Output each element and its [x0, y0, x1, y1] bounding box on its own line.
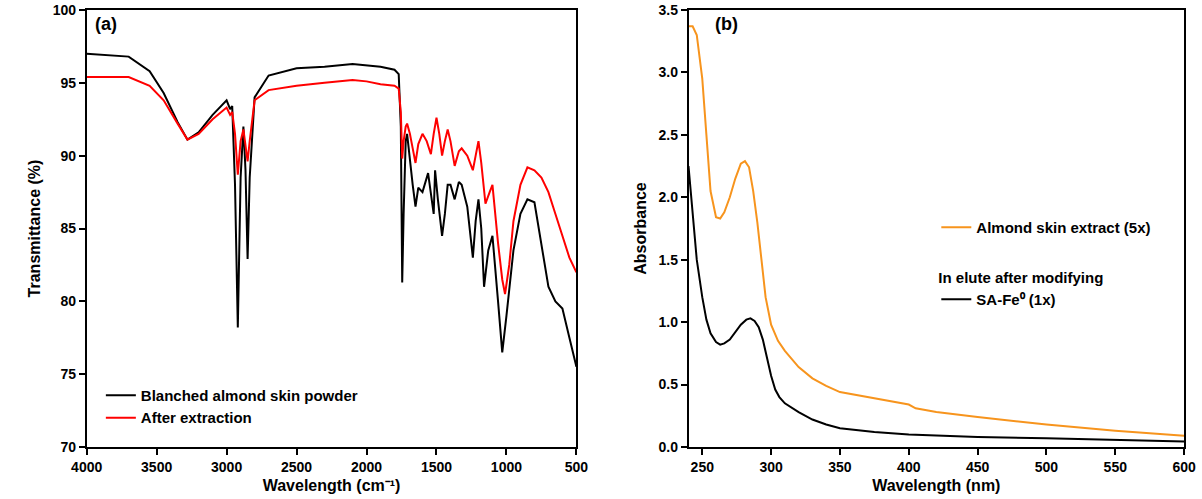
- svg-text:70: 70: [61, 439, 77, 455]
- svg-text:600: 600: [1172, 459, 1196, 475]
- svg-text:In elute after modifying: In elute after modifying: [938, 269, 1103, 286]
- svg-text:0.5: 0.5: [658, 376, 678, 392]
- svg-text:Almond skin extract (5x): Almond skin extract (5x): [976, 219, 1150, 236]
- svg-text:85: 85: [61, 220, 77, 236]
- svg-text:500: 500: [565, 459, 589, 475]
- svg-text:550: 550: [1104, 459, 1128, 475]
- svg-text:80: 80: [61, 293, 77, 309]
- svg-text:(a): (a): [95, 14, 117, 34]
- svg-text:300: 300: [759, 459, 783, 475]
- svg-text:1000: 1000: [491, 459, 522, 475]
- svg-text:1.5: 1.5: [658, 252, 678, 268]
- svg-text:Wavelength (nm): Wavelength (nm): [872, 477, 1000, 494]
- svg-text:SA-Fe⁰ (1x): SA-Fe⁰ (1x): [976, 291, 1055, 308]
- svg-text:Absorbance: Absorbance: [632, 182, 649, 275]
- svg-text:1500: 1500: [421, 459, 452, 475]
- svg-text:0.0: 0.0: [658, 439, 678, 455]
- svg-text:75: 75: [61, 366, 77, 382]
- svg-text:450: 450: [966, 459, 990, 475]
- svg-text:2.0: 2.0: [658, 189, 678, 205]
- svg-text:2000: 2000: [351, 459, 382, 475]
- svg-text:Wavelength (cm⁻¹): Wavelength (cm⁻¹): [263, 477, 401, 494]
- svg-text:3000: 3000: [211, 459, 242, 475]
- svg-text:1.0: 1.0: [658, 314, 678, 330]
- svg-text:400: 400: [897, 459, 921, 475]
- svg-text:Transmittance (%): Transmittance (%): [26, 160, 43, 298]
- svg-text:3.5: 3.5: [658, 2, 678, 18]
- svg-text:95: 95: [61, 75, 77, 91]
- svg-text:After extraction: After extraction: [141, 409, 252, 426]
- svg-text:500: 500: [1035, 459, 1059, 475]
- svg-text:4000: 4000: [71, 459, 102, 475]
- svg-text:2.5: 2.5: [658, 127, 678, 143]
- svg-text:(b): (b): [715, 14, 738, 34]
- svg-text:100: 100: [53, 2, 77, 18]
- svg-text:3.0: 3.0: [658, 64, 678, 80]
- svg-text:Blanched almond skin powder: Blanched almond skin powder: [141, 387, 358, 404]
- svg-text:90: 90: [61, 148, 77, 164]
- svg-text:250: 250: [691, 459, 715, 475]
- svg-text:3500: 3500: [141, 459, 172, 475]
- svg-text:350: 350: [828, 459, 852, 475]
- svg-text:2500: 2500: [281, 459, 312, 475]
